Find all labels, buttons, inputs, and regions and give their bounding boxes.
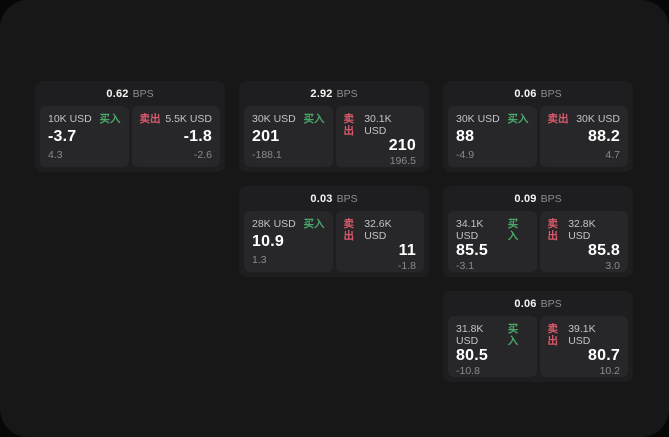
buy-amount: 30K USD	[252, 113, 296, 125]
sell-price: 88.2	[588, 128, 620, 145]
bps-unit-label: BPS	[336, 192, 358, 205]
buy-side-label: 买入	[303, 113, 325, 125]
quote-card: 0.06 BPS 30K USD 买入 88 -4.9 卖出 30K USD 8…	[443, 81, 633, 172]
bps-unit-label: BPS	[336, 87, 358, 100]
sell-side-label: 卖出	[547, 113, 569, 125]
buy-amount: 34.1K USD	[456, 218, 484, 242]
sell-side-label: 卖出	[343, 113, 355, 137]
card-header: 0.09 BPS	[448, 186, 628, 211]
sell-delta: 3.0	[605, 260, 620, 272]
bps-value: 0.06	[514, 297, 537, 310]
sell-amount: 30K USD	[576, 113, 620, 125]
buy-side-label: 买入	[303, 218, 325, 230]
buy-price: -3.7	[48, 128, 77, 145]
card-header: 0.62 BPS	[40, 81, 220, 106]
quote-card: 0.06 BPS 31.8K USD 买入 80.5 -10.8 卖出 39.1…	[443, 291, 633, 382]
sell-side-label: 卖出	[547, 218, 559, 242]
buy-delta: -3.1	[456, 260, 475, 272]
bps-value: 0.62	[106, 87, 129, 100]
bps-unit-label: BPS	[132, 87, 154, 100]
sell-tile[interactable]: 卖出 30K USD 88.2 4.7	[539, 106, 628, 167]
buy-price: 201	[252, 128, 280, 145]
buy-tile[interactable]: 31.8K USD 买入 80.5 -10.8	[448, 316, 537, 377]
bps-unit-label: BPS	[540, 297, 562, 310]
buy-side-label: 买入	[507, 218, 519, 242]
buy-delta: 1.3	[252, 254, 267, 266]
sell-side-label: 卖出	[343, 218, 355, 242]
card-header: 0.03 BPS	[244, 186, 424, 211]
card-header: 0.06 BPS	[448, 291, 628, 316]
bps-value: 0.06	[514, 87, 537, 100]
sell-price: 210	[388, 137, 416, 154]
quote-card: 2.92 BPS 30K USD 买入 201 -188.1 卖出 30.1K …	[239, 81, 429, 172]
sell-delta: 196.5	[389, 155, 416, 167]
sell-amount: 32.6K USD	[364, 218, 392, 242]
buy-price: 10.9	[252, 233, 284, 250]
sell-price: 11	[398, 242, 416, 259]
sell-side-label: 卖出	[547, 323, 559, 347]
sell-tile[interactable]: 卖出 30.1K USD 210 196.5	[335, 106, 424, 167]
buy-side-label: 买入	[507, 113, 529, 125]
sell-tile[interactable]: 卖出 32.8K USD 85.8 3.0	[539, 211, 628, 272]
sell-amount: 39.1K USD	[568, 323, 596, 347]
buy-tile[interactable]: 30K USD 买入 88 -4.9	[448, 106, 537, 167]
card-header: 0.06 BPS	[448, 81, 628, 106]
buy-amount: 31.8K USD	[456, 323, 484, 347]
sell-tile[interactable]: 卖出 32.6K USD 11 -1.8	[335, 211, 424, 272]
bps-unit-label: BPS	[540, 192, 562, 205]
buy-tile[interactable]: 34.1K USD 买入 85.5 -3.1	[448, 211, 537, 272]
quote-card: 0.03 BPS 28K USD 买入 10.9 1.3 卖出 32.6K US…	[239, 186, 429, 277]
sell-side-label: 卖出	[139, 113, 161, 125]
buy-tile[interactable]: 30K USD 买入 201 -188.1	[244, 106, 333, 167]
buy-delta: -10.8	[456, 365, 480, 377]
card-header: 2.92 BPS	[244, 81, 424, 106]
buy-side-label: 买入	[507, 323, 519, 347]
sell-delta: -1.8	[397, 260, 416, 272]
bps-value: 2.92	[310, 87, 333, 100]
buy-delta: 4.3	[48, 149, 63, 161]
sell-price: 85.8	[588, 242, 620, 259]
buy-side-label: 买入	[99, 113, 121, 125]
buy-delta: -4.9	[456, 149, 475, 161]
buy-tile[interactable]: 28K USD 买入 10.9 1.3	[244, 211, 333, 272]
sell-delta: 10.2	[599, 365, 620, 377]
bps-value: 0.09	[514, 192, 537, 205]
buy-delta: -188.1	[252, 149, 282, 161]
bps-unit-label: BPS	[540, 87, 562, 100]
sell-price: 80.7	[588, 347, 620, 364]
buy-price: 80.5	[456, 347, 488, 364]
buy-amount: 30K USD	[456, 113, 500, 125]
sell-tile[interactable]: 卖出 5.5K USD -1.8 -2.6	[131, 106, 220, 167]
sell-tile[interactable]: 卖出 39.1K USD 80.7 10.2	[539, 316, 628, 377]
buy-tile[interactable]: 10K USD 买入 -3.7 4.3	[40, 106, 129, 167]
sell-delta: 4.7	[605, 149, 620, 161]
buy-price: 85.5	[456, 242, 488, 259]
quote-card: 0.62 BPS 10K USD 买入 -3.7 4.3 卖出 5.5K USD…	[35, 81, 225, 172]
sell-delta: -2.6	[193, 149, 212, 161]
buy-price: 88	[456, 128, 475, 145]
sell-amount: 32.8K USD	[568, 218, 596, 242]
bps-value: 0.03	[310, 192, 333, 205]
quote-card: 0.09 BPS 34.1K USD 买入 85.5 -3.1 卖出 32.8K…	[443, 186, 633, 277]
buy-amount: 28K USD	[252, 218, 296, 230]
sell-amount: 30.1K USD	[364, 113, 392, 137]
sell-amount: 5.5K USD	[165, 113, 212, 125]
buy-amount: 10K USD	[48, 113, 92, 125]
sell-price: -1.8	[183, 128, 212, 145]
